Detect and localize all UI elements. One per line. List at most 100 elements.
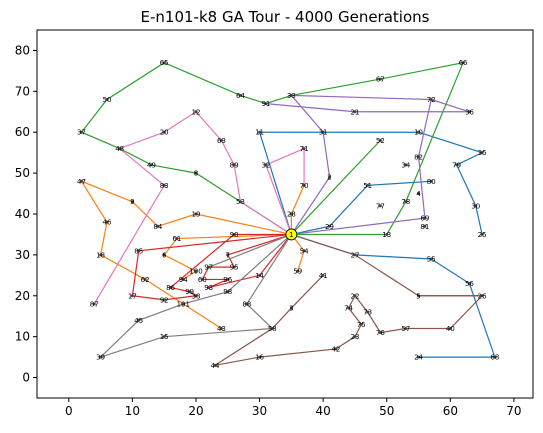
node-label-90: 90 [230,231,239,239]
node-point-15 [162,335,166,339]
node-point-76 [378,331,382,335]
node-point-62 [143,277,147,281]
x-tick-label-20: 20 [188,404,203,418]
x-tick-label-30: 30 [252,404,267,418]
node-label-60: 60 [198,276,207,284]
node-label-4: 4 [416,190,421,198]
node-point-35 [480,151,484,155]
chart-title: E-n101-k8 GA Tour - 4000 Generations [141,8,430,26]
node-point-11 [258,130,262,134]
node-label-20: 20 [160,129,169,137]
node-point-14 [258,273,262,277]
node-label-82: 82 [414,153,423,161]
node-point-27 [353,253,357,257]
node-label-44: 44 [211,362,220,370]
node-point-82 [417,155,421,159]
node-label-94: 94 [179,276,188,284]
node-label-59: 59 [293,268,302,276]
node-point-52 [378,138,382,142]
node-label-88: 88 [242,300,251,308]
node-point-75 [359,322,363,326]
route-line-18 [265,147,305,235]
node-label-61: 61 [172,235,181,243]
node-point-18 [99,253,103,257]
node-label-48: 48 [115,145,124,153]
node-point-41 [321,273,325,277]
route-line-20 [208,233,292,268]
route-line-16 [214,274,324,366]
node-label-51: 51 [363,182,372,190]
node-label-23: 23 [350,333,359,341]
node-point-65 [162,61,166,65]
node-label-29: 29 [325,223,334,231]
node-point-29 [328,224,332,228]
node-label-86: 86 [166,284,175,292]
node-label-39: 39 [96,354,105,362]
node-point-49 [149,163,153,167]
node-point-97 [207,265,211,269]
y-tick-label-60: 60 [15,125,30,139]
node-label-80: 80 [427,178,436,186]
node-point-86 [169,286,173,290]
y-tick-label-0: 0 [22,371,30,385]
y-tick-label-20: 20 [15,289,30,303]
node-point-61 [175,237,179,241]
node-label-64: 64 [236,92,245,100]
node-label-26: 26 [478,292,487,300]
node-label-101: 101 [177,300,190,308]
node-point-53 [238,200,242,204]
node-point-22 [353,294,357,298]
node-label-91: 91 [261,100,270,108]
node-label-87: 87 [90,300,99,308]
node-point-91 [264,102,268,106]
node-point-13 [385,232,389,236]
node-point-19 [194,212,198,216]
node-label-30: 30 [471,202,480,210]
node-label-18: 18 [96,251,105,259]
node-point-21 [353,110,357,114]
y-tick-label-50: 50 [15,166,30,180]
node-label-31: 31 [319,129,328,137]
node-point-10 [417,130,421,134]
node-label-81: 81 [420,223,429,231]
node-label-17: 17 [128,292,137,300]
node-point-16 [258,355,262,359]
node-point-66 [461,61,465,65]
node-point-55 [429,257,433,261]
node-point-9 [130,200,134,204]
node-point-42 [334,347,338,351]
x-axis: 0 10 20 30 40 50 60 70 [65,398,522,418]
node-label-24: 24 [414,354,423,362]
node-point-46 [105,220,109,224]
node-label-15: 15 [160,333,169,341]
node-label-70: 70 [300,182,309,190]
node-label-73: 73 [363,309,372,317]
node-point-72 [429,98,433,102]
node-label-97: 97 [204,264,213,272]
node-point-28 [289,212,293,216]
node-label-10: 10 [414,129,423,137]
node-label-92: 92 [160,296,169,304]
node-point-81 [423,224,427,228]
node-point-63 [219,138,223,142]
node-label-16: 16 [255,354,264,362]
node-point-58 [270,326,274,330]
node-point-17 [130,294,134,298]
node-label-47: 47 [77,178,86,186]
node-label-34: 34 [401,161,410,169]
node-label-58: 58 [268,325,277,333]
node-label-7: 7 [226,251,230,259]
node-point-4 [417,192,421,196]
x-tick-label-10: 10 [125,404,140,418]
node-point-92 [162,298,166,302]
node-label-53: 53 [236,198,245,206]
node-point-71 [302,147,306,151]
node-point-98 [226,290,230,294]
node-point-33 [289,93,293,97]
node-points [80,61,497,367]
node-point-87 [92,302,96,306]
depot-label: 1 [289,231,293,239]
route-line-13 [265,94,470,235]
